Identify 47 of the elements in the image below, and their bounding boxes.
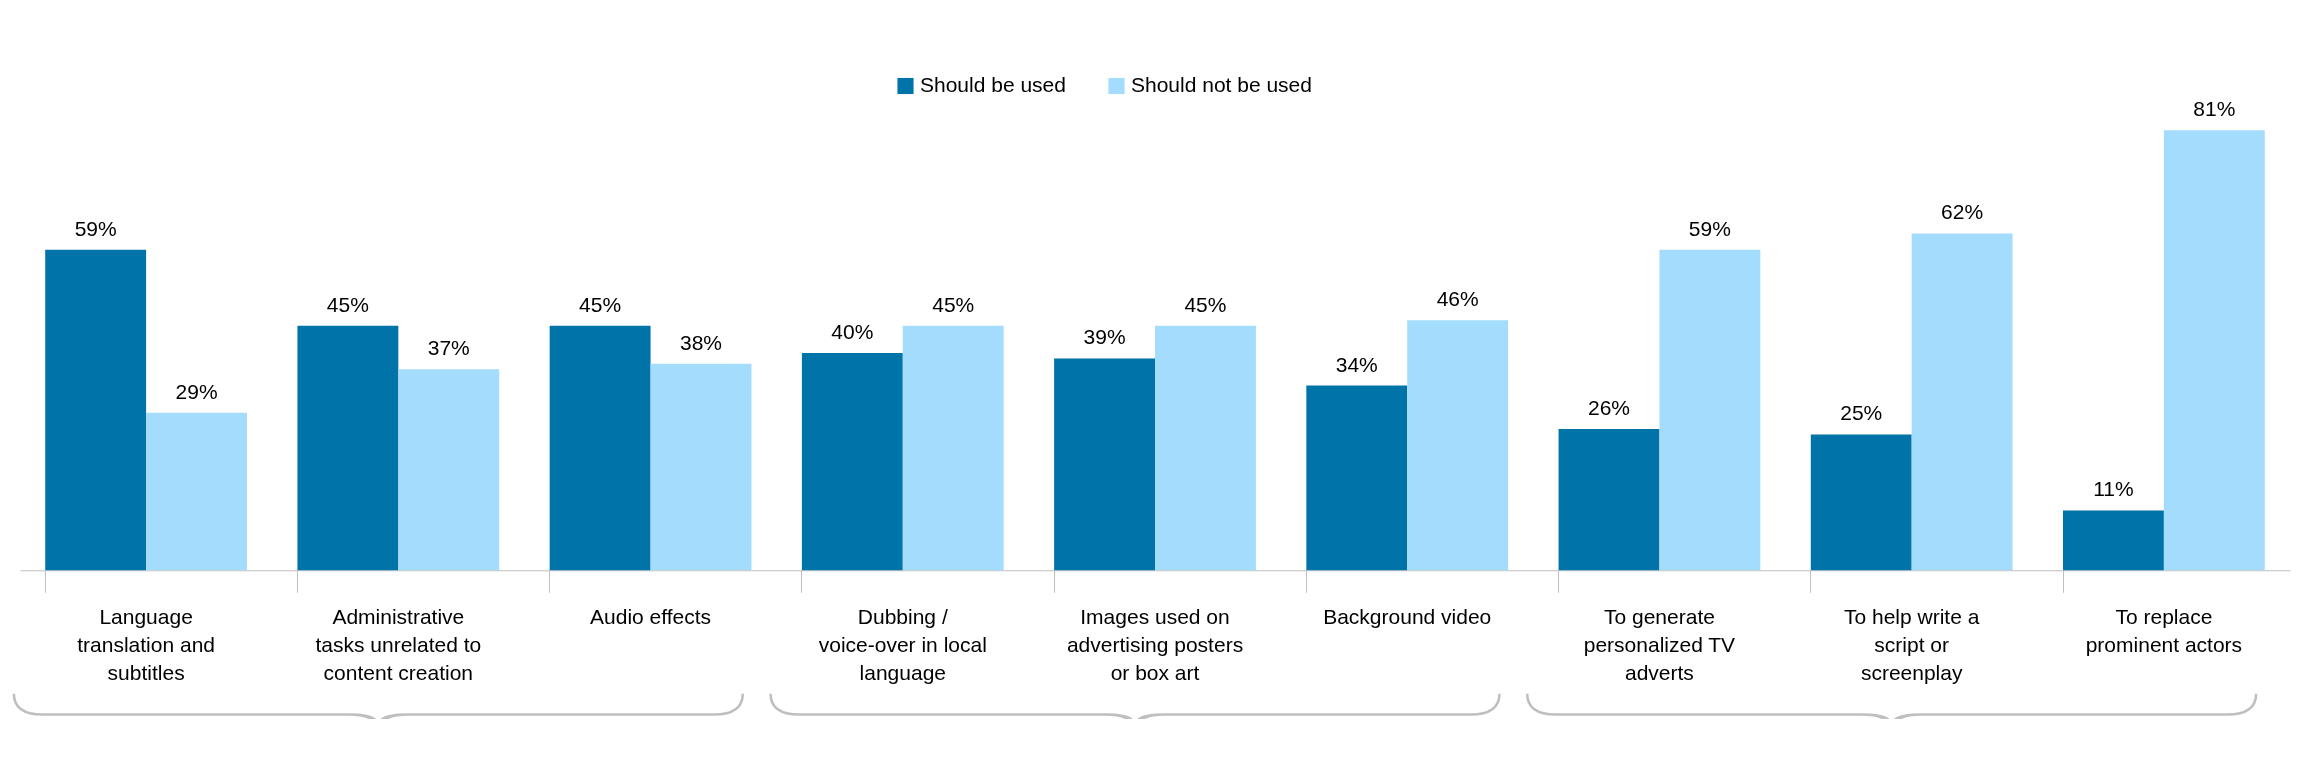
data-label: 29% [175,379,218,403]
bar [398,369,500,571]
data-label: 45% [932,292,975,316]
x-tick-label: To help write a script or screenplay [1843,604,1980,684]
x-tick-label: Administrative tasks unrelated to content creation [315,604,482,684]
legend-label: Should not be used [1131,73,1312,96]
x-tick-label: To generate personalized TV adverts [1583,604,1736,684]
bar [2163,130,2265,571]
bar [1659,249,1761,571]
data-label: 81% [2193,97,2236,121]
x-tick-label: Audio effects [590,604,712,628]
bar [1306,385,1408,571]
bar [45,249,147,571]
data-label: 11% [2093,477,2134,501]
data-label: 26% [1587,396,1631,420]
legend-label: Should be used [920,73,1066,96]
data-label: 45% [579,292,622,316]
x-tick-label: Images used on advertising posters or box art [1066,604,1244,684]
bar [1407,320,1509,571]
data-label: 45% [326,292,369,316]
data-label: 34% [1335,352,1378,376]
data-label: 37% [427,336,470,360]
data-label: 59% [1688,216,1731,240]
data-label: 59% [74,216,117,240]
x-tick-label: Dubbing / voice-over in local language [818,604,987,684]
data-label: 40% [831,319,874,343]
data-label: 62% [1941,200,1984,224]
x-tick-label: Background video [1323,604,1492,628]
bar [902,325,1004,571]
x-tick-label: To replace prominent actors [2085,604,2243,656]
bar [650,363,752,571]
bar [549,325,651,571]
bar [297,325,399,571]
bar [1054,358,1155,571]
bar [2063,510,2164,571]
bar [146,412,247,571]
data-label: 46% [1436,287,1479,311]
data-label: 38% [679,330,723,354]
bar [1558,429,1660,571]
data-label: 45% [1184,292,1227,316]
bar [1810,434,1912,571]
bar [801,352,903,571]
bar [1911,233,2013,571]
x-tick-label: Language translation and subtitles [77,604,215,684]
bar [1155,325,1256,571]
data-label: 39% [1083,325,1126,349]
data-label: 25% [1840,401,1883,425]
